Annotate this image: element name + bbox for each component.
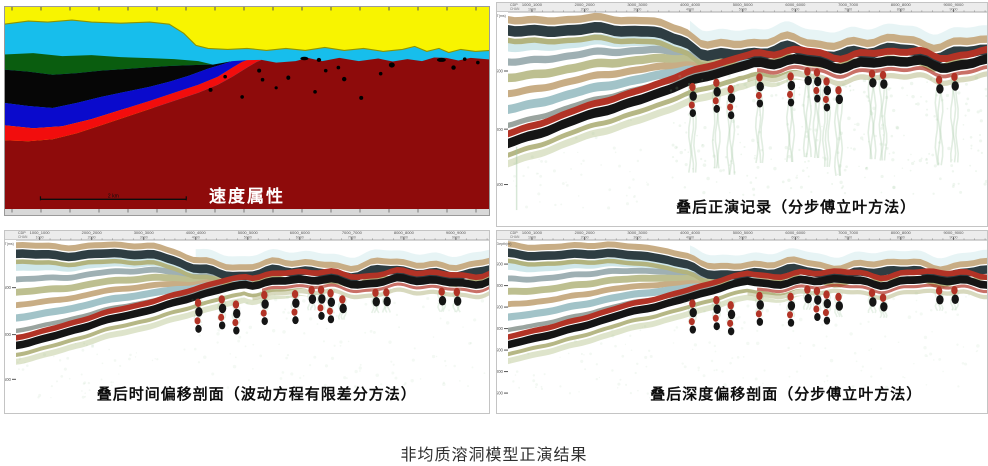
svg-text:8000_8000: 8000_8000 [891, 2, 912, 7]
velocity-model-plot: 2 km [4, 6, 490, 216]
svg-text:1000: 1000 [496, 283, 504, 288]
svg-text:5000: 5000 [739, 235, 747, 239]
svg-text:1000: 1000 [36, 235, 44, 239]
panel-velocity-model: 2 km 速度属性 [4, 6, 490, 216]
depth-migration-plot: CDPCHAN1000_100010002000_200020003000_30… [496, 230, 988, 414]
svg-text:3000: 3000 [496, 369, 504, 374]
svg-text:5000: 5000 [244, 235, 252, 239]
svg-text:8000: 8000 [400, 235, 408, 239]
svg-text:4000_4000: 4000_4000 [680, 230, 701, 235]
svg-text:2 km: 2 km [108, 193, 119, 199]
svg-text:5000: 5000 [739, 7, 747, 11]
svg-text:CDP: CDP [18, 231, 26, 235]
svg-text:9000_9000: 9000_9000 [943, 230, 964, 235]
svg-text:CHAN: CHAN [510, 235, 520, 239]
svg-text:8000_8000: 8000_8000 [394, 230, 415, 235]
svg-text:1500: 1500 [496, 182, 504, 187]
svg-text:5000_5000: 5000_5000 [733, 2, 754, 7]
svg-text:6000: 6000 [296, 235, 304, 239]
velocity-panel-label: 速度属性 [209, 187, 285, 206]
panel-depth-migration: CDP CHAN 1000_1000 1000 2000_2000 2000 3000_30… [496, 230, 988, 414]
svg-text:9000: 9000 [452, 235, 460, 239]
svg-text:T(ms): T(ms) [497, 14, 506, 18]
svg-text:6000_6000: 6000_6000 [785, 2, 806, 7]
svg-text:2500: 2500 [496, 348, 504, 353]
svg-text:6000_6000: 6000_6000 [785, 230, 806, 235]
svg-text:7000: 7000 [348, 235, 356, 239]
time-migration-label: 叠后时间偏移剖面（波动方程有限差分方法） [96, 386, 417, 403]
svg-text:CHAN: CHAN [18, 235, 28, 239]
forward-record-plot: CDPCHAN1000_100010002000_200020003000_30… [496, 2, 988, 227]
svg-text:CDP: CDP [510, 231, 518, 235]
svg-text:1000_1000: 1000_1000 [522, 230, 543, 235]
svg-text:4000: 4000 [686, 235, 694, 239]
svg-text:3000_3000: 3000_3000 [627, 230, 648, 235]
panel-forward-record: CDP CHAN 1000_1000 1000 2000_2000 2000 3000_30… [496, 2, 988, 227]
svg-text:2000_2000: 2000_2000 [82, 230, 103, 235]
svg-text:9000: 9000 [949, 7, 957, 11]
svg-text:7000_7000: 7000_7000 [838, 230, 859, 235]
svg-text:6000: 6000 [791, 235, 799, 239]
svg-text:3500: 3500 [496, 391, 504, 396]
svg-text:1000: 1000 [528, 235, 536, 239]
svg-text:8000: 8000 [897, 7, 905, 11]
svg-text:6000_6000: 6000_6000 [290, 230, 311, 235]
svg-text:Depth(m): Depth(m) [497, 242, 512, 246]
svg-text:500: 500 [496, 69, 504, 74]
svg-text:1000_1000: 1000_1000 [522, 2, 543, 7]
svg-text:7000: 7000 [844, 7, 852, 11]
svg-text:8000: 8000 [897, 235, 905, 239]
svg-text:1500: 1500 [496, 305, 504, 310]
svg-text:7000: 7000 [844, 235, 852, 239]
svg-text:2000: 2000 [88, 235, 96, 239]
svg-text:4000: 4000 [192, 235, 200, 239]
svg-text:4000_4000: 4000_4000 [186, 230, 207, 235]
forward-record-label: 叠后正演记录（分步傅立叶方法） [676, 199, 917, 216]
svg-text:4000: 4000 [686, 7, 694, 11]
svg-text:4000_4000: 4000_4000 [680, 2, 701, 7]
svg-text:1000_1000: 1000_1000 [30, 230, 51, 235]
svg-text:1000: 1000 [528, 7, 536, 11]
svg-text:CHAN: CHAN [510, 7, 520, 11]
svg-text:3000: 3000 [633, 235, 641, 239]
svg-text:6000: 6000 [791, 7, 799, 11]
svg-text:2000_2000: 2000_2000 [575, 230, 596, 235]
svg-text:5000_5000: 5000_5000 [238, 230, 259, 235]
svg-text:7000_7000: 7000_7000 [342, 230, 363, 235]
svg-text:CDP: CDP [510, 3, 518, 7]
svg-text:T(ms): T(ms) [5, 242, 14, 246]
svg-text:1000: 1000 [496, 127, 504, 132]
svg-text:3000: 3000 [633, 7, 641, 11]
svg-text:500: 500 [4, 285, 12, 290]
svg-text:8000_8000: 8000_8000 [891, 230, 912, 235]
svg-text:7000_7000: 7000_7000 [838, 2, 859, 7]
svg-text:1000: 1000 [4, 332, 12, 337]
svg-text:1500: 1500 [4, 377, 12, 382]
svg-text:2000: 2000 [581, 7, 589, 11]
svg-text:9000_9000: 9000_9000 [943, 2, 964, 7]
svg-text:9000_9000: 9000_9000 [446, 230, 467, 235]
panel-time-migration: CDP CHAN 1000_1000 1000 2000_2000 2000 3000_30… [4, 230, 490, 414]
svg-text:2000: 2000 [581, 235, 589, 239]
depth-migration-label: 叠后深度偏移剖面（分步傅立叶方法） [650, 386, 923, 403]
svg-text:500: 500 [496, 262, 504, 267]
svg-text:2000_2000: 2000_2000 [575, 2, 596, 7]
svg-text:5000_5000: 5000_5000 [733, 230, 754, 235]
time-migration-plot: CDPCHAN1000_100010002000_200020003000_30… [4, 230, 490, 414]
svg-text:3000: 3000 [140, 235, 148, 239]
svg-text:9000: 9000 [949, 235, 957, 239]
figure-caption: 非均质溶洞模型正演结果 [400, 447, 588, 464]
svg-text:3000_3000: 3000_3000 [627, 2, 648, 7]
svg-text:3000_3000: 3000_3000 [134, 230, 155, 235]
svg-text:2000: 2000 [496, 326, 504, 331]
